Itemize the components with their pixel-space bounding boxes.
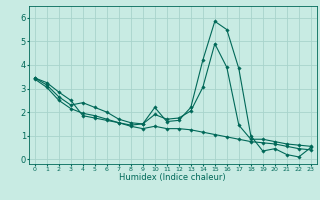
X-axis label: Humidex (Indice chaleur): Humidex (Indice chaleur) bbox=[119, 173, 226, 182]
